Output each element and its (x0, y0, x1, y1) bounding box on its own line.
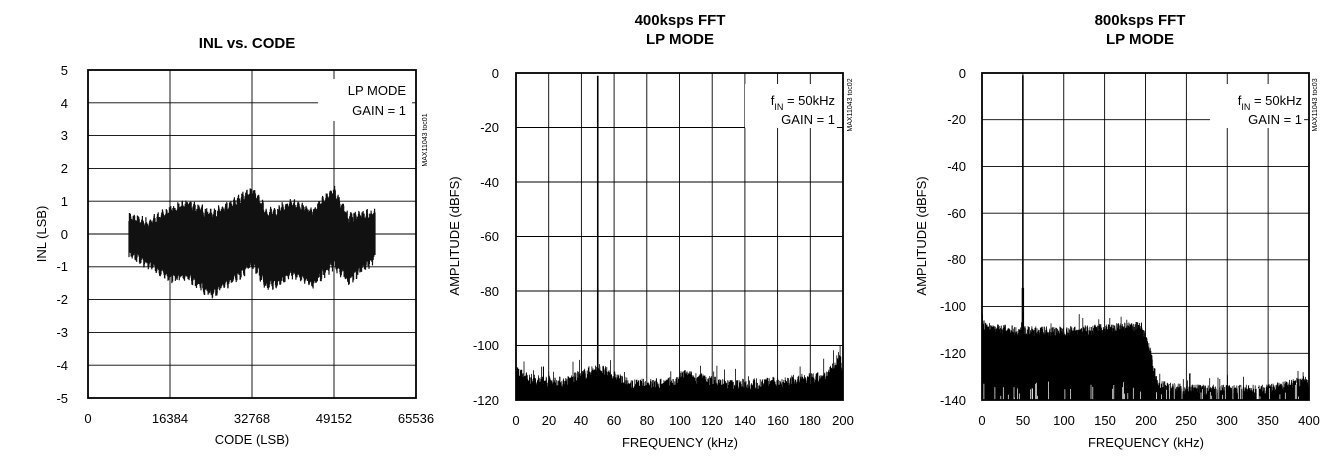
chart3-ytick: -100 (940, 299, 966, 314)
chart1-xtick: 65536 (398, 411, 434, 426)
chart1-y-axis-label: INL (LSB) (34, 206, 49, 263)
chart1-x-axis-label: CODE (LSB) (215, 432, 289, 447)
chart3-xtick: 200 (1135, 413, 1157, 428)
chart3-subtitle: LP MODE (1106, 31, 1174, 48)
chart1-ytick: -3 (56, 325, 68, 340)
chart2-xtick: 180 (799, 413, 821, 428)
chart3-y-axis-label: AMPLITUDE (dBFS) (914, 176, 929, 295)
chart3-ytick: 0 (959, 66, 966, 81)
chart3-y-ticks: 0 -20 -40 -60 -80 -100 -120 -140 (940, 66, 966, 408)
chart1-inl-series (128, 186, 376, 299)
chart2-ytick: -40 (480, 175, 499, 190)
chart1-annotation-gain: GAIN = 1 (352, 103, 406, 118)
chart3-annotation-box (1210, 84, 1304, 128)
chart3-plot-frame (981, 72, 1310, 401)
chart2-subtitle: LP MODE (646, 31, 714, 48)
chart2-xtick: 0 (512, 413, 519, 428)
chart2-figure-code: MAX11043 toc02 (847, 78, 854, 131)
chart3-spectrum-series (981, 75, 1310, 400)
chart1-xtick: 0 (84, 411, 91, 426)
chart1-ytick: 1 (61, 194, 68, 209)
chart1-xtick: 16384 (152, 411, 188, 426)
chart2-ytick: -20 (480, 120, 499, 135)
chart1-ytick: 0 (61, 227, 68, 242)
chart2-ytick: -80 (480, 284, 499, 299)
chart2-title: 400ksps FFT (635, 12, 726, 29)
chart1-plot-frame (87, 69, 417, 399)
chart2-ytick: -100 (473, 338, 499, 353)
chart2-annotation-gain: GAIN = 1 (781, 112, 835, 127)
chart3-ytick: -80 (947, 252, 966, 267)
chart2-xtick: 20 (542, 413, 556, 428)
chart1-figure-code: MAX11043 toc01 (422, 113, 429, 166)
chart1-y-ticks: 5 4 3 2 1 0 -1 -2 -3 -4 -5 (56, 63, 68, 406)
chart3-xtick: 300 (1216, 413, 1238, 428)
chart1-ytick: -4 (56, 358, 68, 373)
chart1-ytick: 3 (61, 128, 68, 143)
chart1-annotation-mode: LP MODE (348, 83, 407, 98)
chart3-ytick: -60 (947, 206, 966, 221)
chart2-xtick: 40 (574, 413, 588, 428)
chart2-gridlines (516, 73, 843, 400)
chart3-xtick: 100 (1053, 413, 1075, 428)
chart2-xtick: 140 (734, 413, 756, 428)
chart2-x-axis-label: FREQUENCY (kHz) (622, 435, 738, 450)
chart3-xtick: 250 (1175, 413, 1197, 428)
chart2-annotation-fin: fIN = 50kHz (771, 93, 835, 112)
chart2-annotation-box (745, 84, 837, 128)
chart3-annotation-fin: fIN = 50kHz (1238, 93, 1302, 112)
chart2-xtick: 120 (701, 413, 723, 428)
chart2-xtick: 80 (640, 413, 654, 428)
chart2-xtick: 100 (669, 413, 691, 428)
chart1-title: INL vs. CODE (199, 35, 295, 52)
chart3-xtick: 350 (1257, 413, 1279, 428)
chart1-xtick: 32768 (234, 411, 270, 426)
chart1-ytick: -5 (56, 391, 68, 406)
chart2-plot-frame (515, 72, 844, 401)
chart1-ytick: -1 (56, 259, 68, 274)
chart3-figure-code: MAX11043 toc03 (1312, 78, 1319, 131)
chart2-ytick: 0 (492, 66, 499, 81)
chart2-xtick: 160 (767, 413, 789, 428)
chart3-x-axis-label: FREQUENCY (kHz) (1088, 435, 1204, 450)
chart1-ytick: 5 (61, 63, 68, 78)
chart3-xtick: 400 (1298, 413, 1320, 428)
chart3-x-ticks: 0 50 100 150 200 250 300 350 400 (978, 413, 1319, 428)
chart2-xtick: 200 (832, 413, 854, 428)
chart1-ytick: 2 (61, 161, 68, 176)
chart1-inl-band (128, 186, 376, 299)
chart2-y-axis-label: AMPLITUDE (dBFS) (447, 176, 462, 295)
chart3-title: 800ksps FFT (1095, 12, 1186, 29)
chart1-ytick: 4 (61, 96, 68, 111)
chart-fft-800: 800ksps FFT LP MODE 0 -20 -40 -60 -80 -1… (914, 12, 1320, 450)
chart2-ytick: -120 (473, 393, 499, 408)
chart2-ytick: -60 (480, 229, 499, 244)
chart-inl: INL vs. CODE 5 4 3 2 1 0 -1 -2 -3 -4 -5 … (34, 35, 434, 447)
chart3-floor-gaps (983, 380, 1299, 400)
chart2-x-ticks: 0 20 40 60 80 100 120 140 160 180 200 (512, 413, 853, 428)
chart3-ytick: -20 (947, 112, 966, 127)
chart2-xtick: 60 (607, 413, 621, 428)
chart3-ytick: -40 (947, 159, 966, 174)
chart3-ytick: -140 (940, 393, 966, 408)
chart3-xtick: 50 (1016, 413, 1030, 428)
chart-fft-400: 400ksps FFT LP MODE 0 -20 -40 -60 -80 -1… (447, 12, 854, 450)
chart3-ytick: -120 (940, 346, 966, 361)
chart1-ytick: -2 (56, 292, 68, 307)
chart2-y-ticks: 0 -20 -40 -60 -80 -100 -120 (473, 66, 499, 408)
chart1-annotation-box (318, 79, 412, 121)
chart1-xtick: 49152 (316, 411, 352, 426)
chart3-annotation-gain: GAIN = 1 (1248, 112, 1302, 127)
chart3-xtick: 0 (978, 413, 985, 428)
chart1-x-ticks: 0 16384 32768 49152 65536 (84, 411, 434, 426)
chart3-xtick: 150 (1094, 413, 1116, 428)
